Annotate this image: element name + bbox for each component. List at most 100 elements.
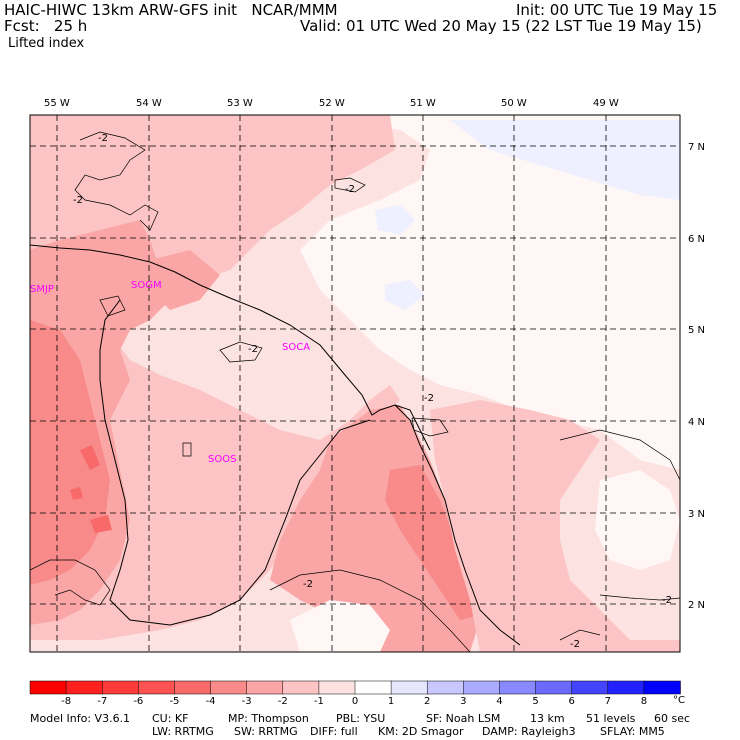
footer-model-info: Model Info: V3.6.1 — [30, 712, 131, 725]
field-minus4-dot-2 — [70, 487, 83, 500]
colorbar-swatch — [535, 680, 573, 695]
lon-label-53w: 53 W — [227, 98, 253, 109]
colorbar-tick-label: -5 — [169, 696, 179, 707]
contour-label-4: -2 — [248, 344, 258, 355]
field-minus1-east — [430, 400, 680, 652]
colorbar-tick-label: -1 — [314, 696, 324, 707]
station-smjp: SMJP — [30, 284, 54, 295]
footer-mp: MP: Thompson — [228, 712, 309, 725]
colorbar-swatch — [643, 680, 681, 695]
field-minus4-dot-3 — [90, 515, 112, 533]
colorbar — [29, 680, 681, 695]
colorbar-ticks: -8 -7 -6 -5 -4 -3 -2 -1 0 1 2 3 4 5 6 7 8 — [61, 696, 647, 707]
colorbar-tick-label: 6 — [568, 696, 574, 707]
station-soos: SOOS — [208, 454, 236, 465]
colorbar-tick-label: -3 — [242, 696, 252, 707]
colorbar-tick-label: -7 — [97, 696, 107, 707]
contour-soos — [182, 442, 192, 457]
field-blue-patch-1 — [450, 120, 680, 200]
model-title: HAIC-HIWC 13km ARW-GFS init NCAR/MMM — [4, 1, 338, 19]
footer-lw: LW: RRTMG — [152, 725, 214, 738]
contour-value-labels: -2 -2 -2 -2 -2 -2 -2 -2 — [73, 133, 672, 650]
station-sogm: SOGM — [131, 280, 162, 291]
footer-sw: SW: RRTMG — [234, 725, 298, 738]
contour-label-2: -2 — [73, 195, 83, 206]
contour-51w — [411, 417, 449, 437]
field-name: Lifted index — [8, 36, 85, 51]
station-labels: SMJP SOGM SOCA SOOS — [30, 280, 310, 465]
lon-labels: 55 W 54 W 53 W 52 W 51 W 50 W 49 W — [44, 98, 619, 109]
colorbar-swatch — [499, 680, 537, 695]
map-frame — [29, 114, 681, 653]
contour-nw — [74, 131, 159, 231]
contour-sw — [30, 559, 111, 606]
field-minus2-sogm — [150, 250, 220, 310]
colorbar-tick-label: -6 — [133, 696, 143, 707]
colorbar-tick-label: 1 — [388, 696, 394, 707]
contours — [30, 131, 680, 652]
colorbar-swatch — [463, 680, 501, 695]
contour-label-3: -2 — [345, 184, 355, 195]
footer-pbl: PBL: YSU — [336, 712, 386, 725]
colorbar-tick-label: -2 — [278, 696, 288, 707]
forecast-hour: Fcst: 25 h — [4, 17, 88, 35]
colorbar-unit: °C — [673, 695, 685, 706]
field-minus2-south — [270, 405, 480, 652]
lon-label-52w: 52 W — [319, 98, 345, 109]
colorbar-swatch — [210, 680, 248, 695]
colorbar-swatch — [390, 680, 428, 695]
colorbar-tick-label: 4 — [496, 696, 502, 707]
colorbar-tick-label: 3 — [460, 696, 466, 707]
colorbar-tick-label: -4 — [206, 696, 216, 707]
lon-label-51w: 51 W — [410, 98, 436, 109]
shaded-field — [30, 115, 680, 652]
field-near-zero-south — [290, 600, 390, 652]
colorbar-swatch — [282, 680, 320, 695]
lat-label-2n: 2 N — [688, 600, 705, 611]
contour-label-5: -2 — [424, 393, 434, 404]
lat-label-5n: 5 N — [688, 325, 705, 336]
contour-label-1: -2 — [98, 133, 108, 144]
contour-label-6: -2 — [303, 579, 313, 590]
init-time: Init: 00 UTC Tue 19 May 15 — [516, 1, 718, 19]
colorbar-tick-label: -8 — [61, 696, 71, 707]
graticule — [30, 115, 680, 652]
colorbar-swatch — [101, 680, 140, 695]
contour-east-2 — [599, 594, 680, 601]
field-minus3-south — [385, 465, 480, 620]
field-blue-patch-2 — [375, 205, 415, 235]
footer-sf: SF: Noah LSM — [426, 712, 501, 725]
lon-label-49w: 49 W — [593, 98, 619, 109]
colorbar-swatch — [318, 680, 356, 695]
colorbar-swatch — [29, 680, 67, 695]
field-near-zero-east — [595, 470, 680, 570]
contour-label-8: -2 — [570, 639, 580, 650]
lon-label-55w: 55 W — [44, 98, 70, 109]
colorbar-swatch — [426, 680, 465, 695]
lon-label-54w: 54 W — [136, 98, 162, 109]
contour-sogm — [99, 295, 126, 317]
contour-53w — [219, 341, 263, 363]
footer-sflay: SFLAY: MM5 — [600, 725, 665, 738]
footer-cu: CU: KF — [152, 712, 189, 725]
colorbar-swatch — [138, 680, 176, 695]
colorbar-swatch — [246, 680, 284, 695]
colorbar-swatch — [607, 680, 645, 695]
colorbar-tick-label: 5 — [532, 696, 538, 707]
contour-label-7: -2 — [662, 595, 672, 606]
colorbar-swatch — [65, 680, 103, 695]
field-near-zero — [300, 115, 680, 470]
footer-timestep: 60 sec — [654, 712, 691, 725]
field-minus4-dot-1 — [80, 445, 100, 470]
colorbar-tick-label: 7 — [605, 696, 611, 707]
colorbar-tick-label: 2 — [424, 696, 430, 707]
contour-east-1 — [559, 429, 680, 481]
contour-se — [559, 629, 601, 641]
footer-damp: DAMP: Rayleigh3 — [482, 725, 576, 738]
border-suriname — [99, 299, 371, 626]
footer-diff: DIFF: full — [310, 725, 358, 738]
station-soca: SOCA — [282, 342, 310, 353]
lon-label-50w: 50 W — [501, 98, 527, 109]
colorbar-tick-label: 0 — [352, 696, 358, 707]
